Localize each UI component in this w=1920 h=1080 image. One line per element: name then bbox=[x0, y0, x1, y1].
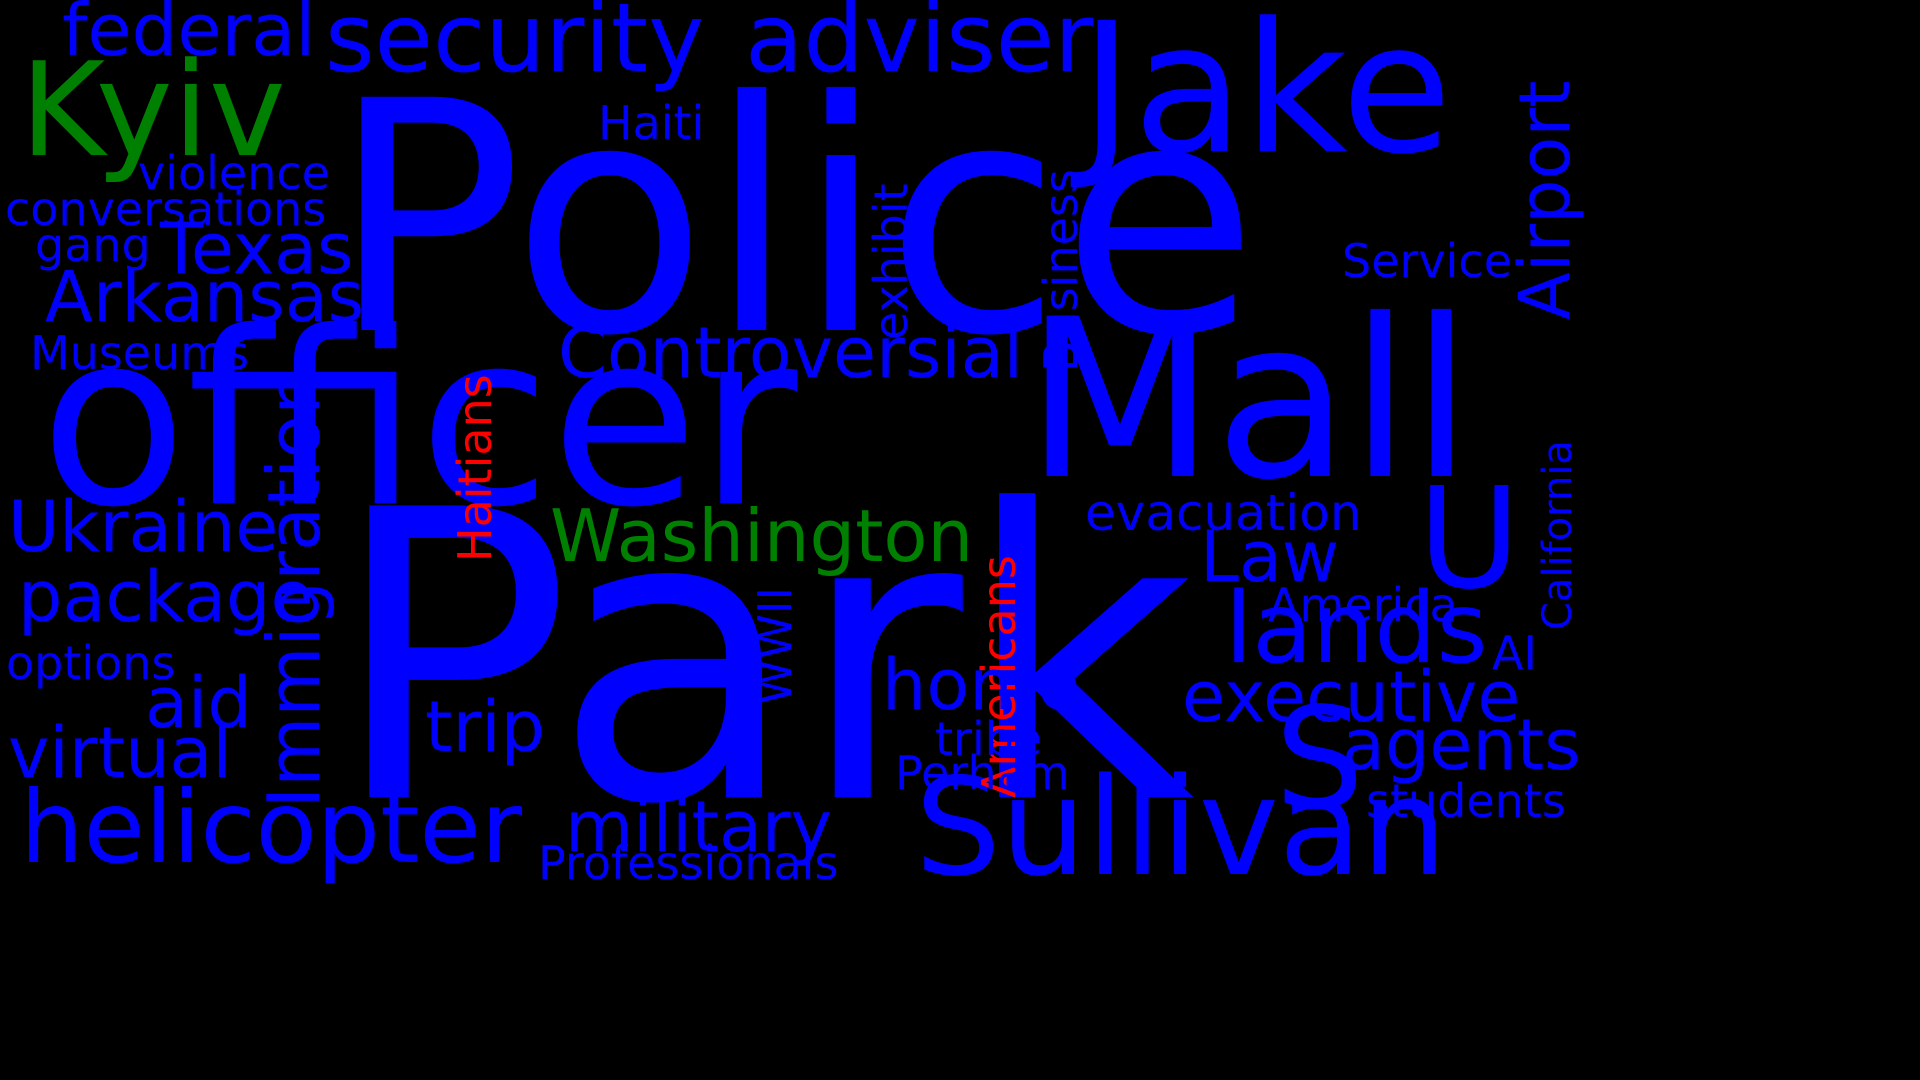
word-america: America bbox=[1268, 578, 1458, 632]
word-kyiv: Kyiv bbox=[20, 34, 286, 186]
word-military: military bbox=[565, 786, 833, 868]
word-california: California bbox=[1535, 440, 1581, 630]
word-museums: Museums bbox=[30, 326, 250, 380]
word-mall: Mall bbox=[1025, 272, 1472, 528]
word-options: options bbox=[6, 636, 176, 690]
word-gang: gang bbox=[35, 218, 151, 272]
word-park: Park bbox=[330, 427, 1195, 892]
word-helicopter: helicopter bbox=[20, 769, 522, 886]
word-haitians: Haitians bbox=[448, 374, 502, 562]
word-executive: executive bbox=[1182, 656, 1521, 738]
word-business: Business bbox=[1034, 169, 1088, 372]
word-aid: aid bbox=[145, 662, 252, 744]
word-wwii: WWII bbox=[748, 586, 802, 705]
word-officer: officer bbox=[40, 280, 798, 560]
word-law: Law bbox=[1200, 516, 1340, 598]
word-tribe: tribe bbox=[935, 712, 1043, 766]
word-professionals: Professionals bbox=[538, 836, 839, 890]
word-violence: violence bbox=[138, 146, 330, 200]
word-jake: Jake bbox=[1080, 0, 1452, 194]
word-immigration: Immigration bbox=[252, 369, 336, 808]
word-ai: AI bbox=[1492, 626, 1538, 680]
word-trip: trip bbox=[425, 686, 546, 768]
word-conversations: conversations bbox=[5, 182, 327, 236]
word-federal: federal bbox=[62, 0, 316, 72]
word-u: U bbox=[1418, 458, 1521, 621]
word-home: home bbox=[882, 644, 1081, 726]
word-s: S bbox=[1275, 678, 1364, 841]
word-haiti: Haiti bbox=[598, 96, 705, 150]
word-ukraine: Ukraine bbox=[8, 486, 279, 568]
word-lands: lands bbox=[1225, 572, 1488, 686]
word-controversial: Controversial bbox=[558, 312, 1024, 394]
word-package: package bbox=[18, 556, 314, 638]
word-adviser: adviser bbox=[745, 0, 1094, 94]
word-security: security bbox=[325, 0, 705, 94]
word-police: Police bbox=[330, 34, 1258, 406]
word-service: Service bbox=[1342, 234, 1513, 288]
word-agents: agents bbox=[1342, 704, 1581, 786]
word-airport: Airport bbox=[1504, 80, 1586, 320]
word-washington: Washington bbox=[550, 494, 974, 578]
word-perham: Perham bbox=[895, 746, 1070, 800]
word-virtual: virtual bbox=[8, 712, 232, 794]
word-arkansas: Arkansas bbox=[45, 256, 365, 338]
word-evacuation: evacuation bbox=[1085, 484, 1362, 542]
word-sullivan: Sullivan bbox=[915, 749, 1447, 906]
word-exhibit: exhibit bbox=[864, 183, 918, 340]
word-students: students bbox=[1366, 774, 1566, 828]
word-texas: Texas bbox=[160, 208, 354, 290]
